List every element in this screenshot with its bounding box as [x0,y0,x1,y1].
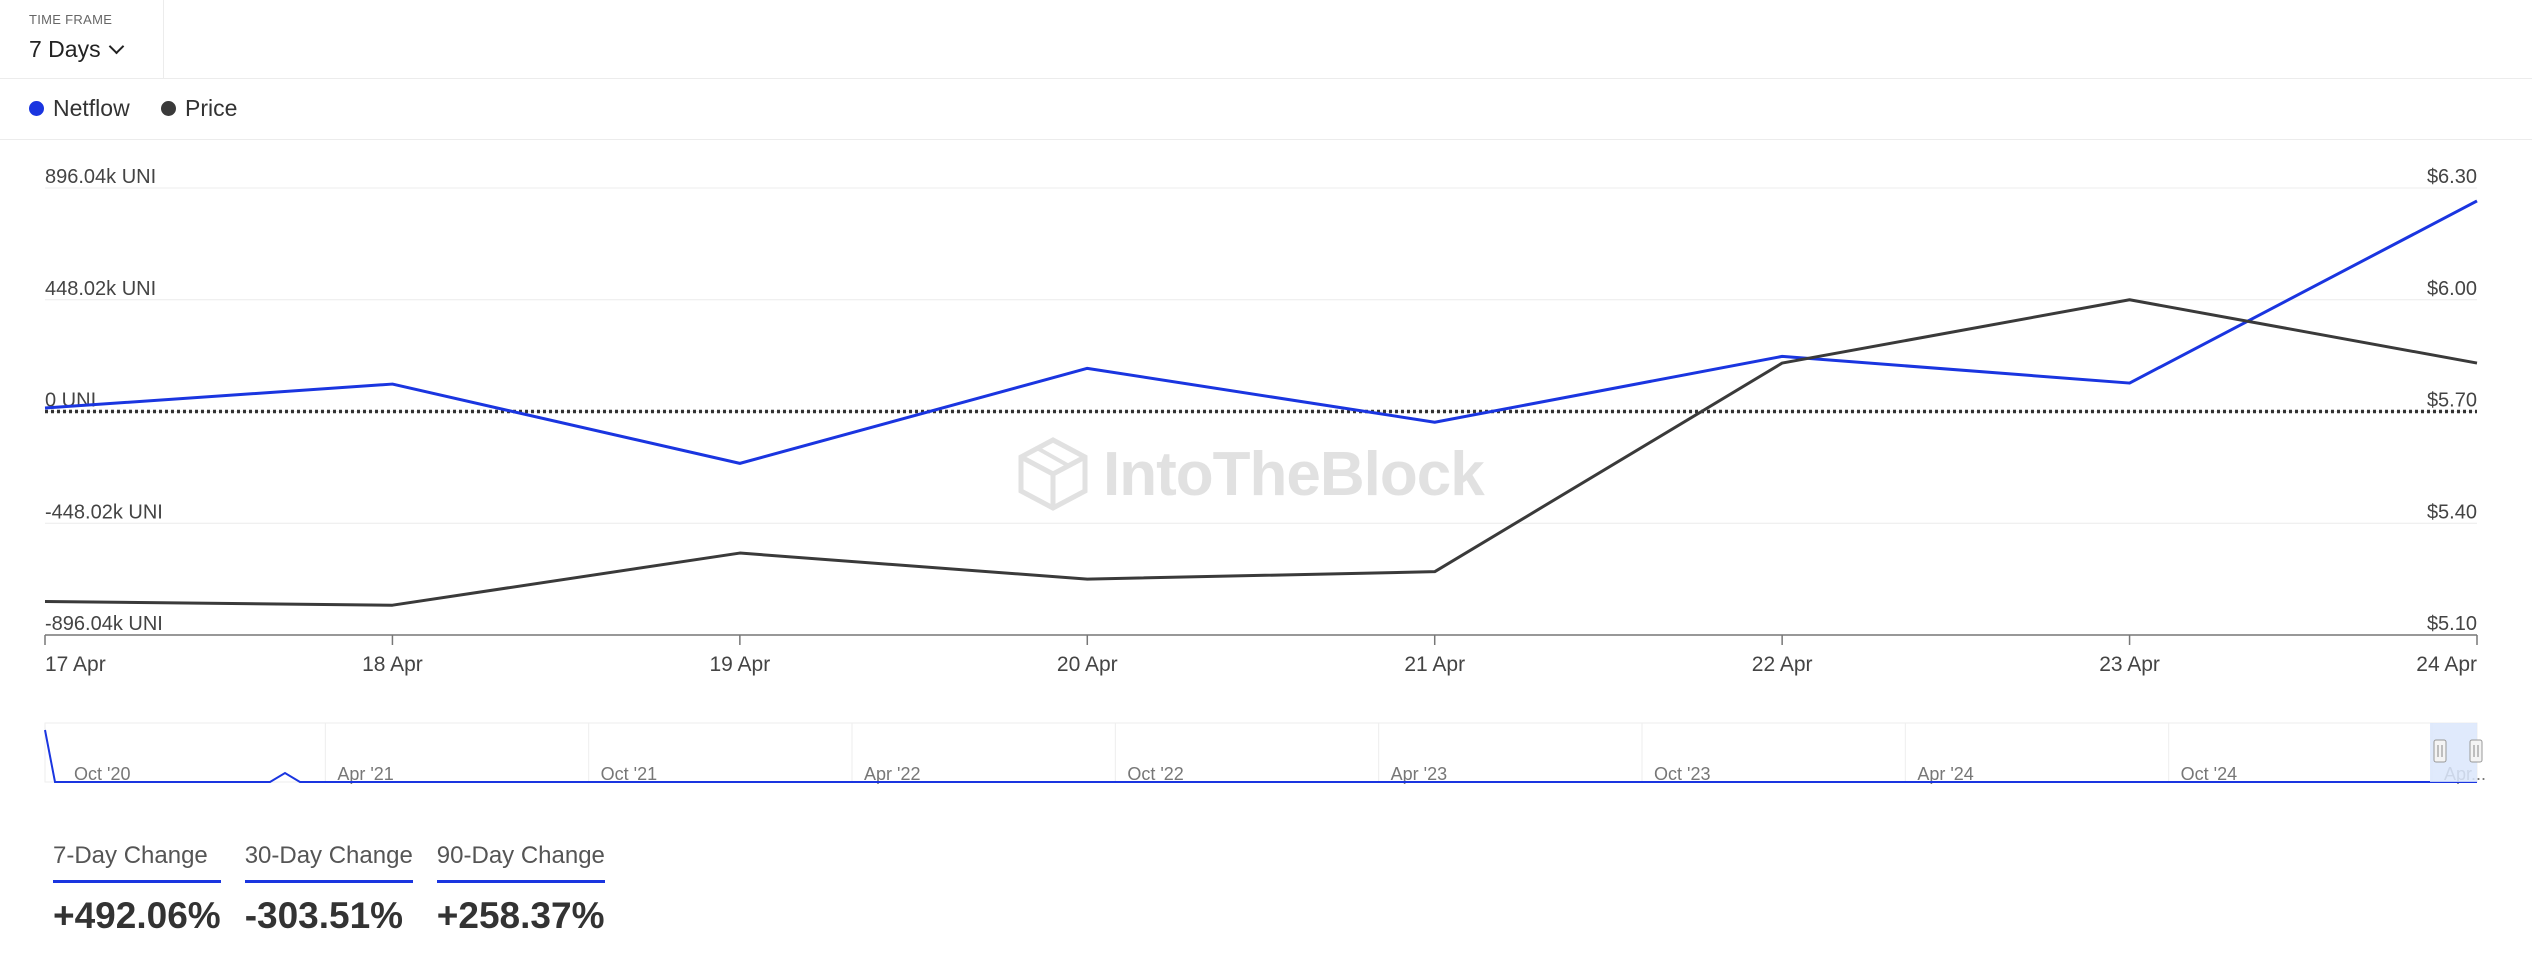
netflow-dot-icon [29,101,44,116]
stat-30-day-value: -303.51% [244,895,404,936]
x-tick-label: 19 Apr [709,653,770,676]
navigator-label: Oct '24 [2181,764,2237,784]
x-tick-label: 21 Apr [1404,653,1465,676]
x-tick-label: 17 Apr [45,653,106,676]
navigator-frame [44,722,2478,783]
chevron-down-icon [108,38,124,55]
stat-7-day-value: +492.06% [53,895,221,936]
intotheblock-logo-icon [1018,437,1088,511]
stat-90-day-value: +258.37% [436,895,605,936]
x-tick-label: 22 Apr [1752,653,1813,676]
stat-90-day-label[interactable]: 90-Day Change [436,842,605,883]
series-line-price [44,298,2478,607]
series-line-netflow [44,199,2478,465]
price-dot-icon [161,101,176,116]
y-right-tick-label: $5.40 [2427,501,2477,523]
navigator-label: Oct '21 [601,764,657,784]
navigator-series-line [44,729,2477,783]
y-left-tick-label: 896.04k UNI [45,166,156,188]
legend-price-label: Price [185,95,238,121]
navigator-label: Apr '22 [864,764,920,784]
legend-bar: Netflow Price [0,79,2532,140]
y-right-tick-label: $6.30 [2427,166,2477,188]
navigator-left-handle[interactable] [2433,739,2447,763]
legend-netflow-label: Netflow [53,95,130,121]
change-stats: 7-Day Change +492.06% 30-Day Change -303… [53,842,605,937]
legend-netflow[interactable]: Netflow [29,95,130,122]
y-right-tick-label: $6.00 [2427,278,2477,300]
x-tick-label: 24 Apr [2416,653,2477,676]
stat-7-day: 7-Day Change +492.06% [53,842,221,937]
stat-30-day: 30-Day Change -303.51% [244,842,413,937]
top-toolbar: TIME FRAME 7 Days [0,0,2532,79]
stat-90-day: 90-Day Change +258.37% [436,842,605,937]
y-left-tick-label: -448.02k UNI [45,501,163,523]
x-tick-label: 20 Apr [1057,653,1118,676]
timeframe-value: 7 Days [29,36,101,62]
y-right-tick-label: $5.10 [2427,613,2477,635]
x-tick-label: 23 Apr [2099,653,2160,676]
watermark: IntoTheBlock [1015,436,1485,512]
watermark-text: IntoTheBlock [1103,439,1485,509]
navigator-right-handle[interactable] [2469,739,2483,763]
navigator-label: Oct '20 [74,764,130,784]
time-navigator[interactable]: Oct '20 Apr '21 Oct '21 Apr '22 Oct '22 Apr '… [0,720,2532,790]
y-right-tick-label: $5.70 [2427,390,2477,412]
navigator-label: Apr '23 [1391,764,1447,784]
timeframe-selector-box: TIME FRAME 7 Days [0,0,164,78]
navigator-label: Oct '22 [1127,764,1183,784]
navigator-label: Apr '24 [1917,764,1973,784]
navigator-label: Apr '21 [337,764,393,784]
navigator-label: Oct '23 [1654,764,1710,784]
stat-30-day-label[interactable]: 30-Day Change [244,842,413,883]
stat-7-day-label[interactable]: 7-Day Change [53,842,221,883]
timeframe-dropdown[interactable]: 7 Days [29,36,124,63]
y-left-tick-label: 448.02k UNI [45,278,156,300]
y-left-tick-label: -896.04k UNI [45,613,163,635]
timeframe-label: TIME FRAME [29,12,113,27]
x-tick-label: 18 Apr [362,653,423,676]
legend-price[interactable]: Price [161,95,237,122]
